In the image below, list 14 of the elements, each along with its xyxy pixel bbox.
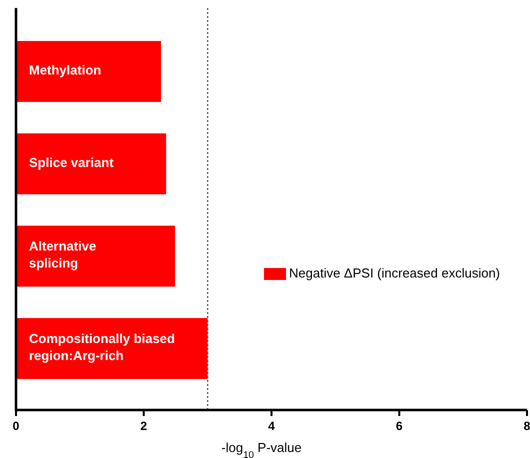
y-tick-label: Alternative splicing xyxy=(29,239,96,272)
y-tick-label: Methylation xyxy=(29,62,102,78)
bar xyxy=(16,226,176,287)
y-tick-label: Compositionally biased region:Arg-rich xyxy=(29,331,175,364)
bar xyxy=(16,41,161,102)
legend-label: Negative ΔPSI (increased exclusion) xyxy=(289,265,500,280)
x-tick-label: 8 xyxy=(524,419,530,433)
x-axis-title: -log$_{10}$ P-value xyxy=(221,440,302,458)
x-tick-label: 0 xyxy=(12,419,20,433)
x-tick-label: 2 xyxy=(140,419,148,433)
y-tick-label: Splice variant xyxy=(29,155,114,170)
x-tick-label: 4 xyxy=(268,419,276,433)
bar xyxy=(16,133,166,194)
x-tick-label: 6 xyxy=(396,419,403,433)
